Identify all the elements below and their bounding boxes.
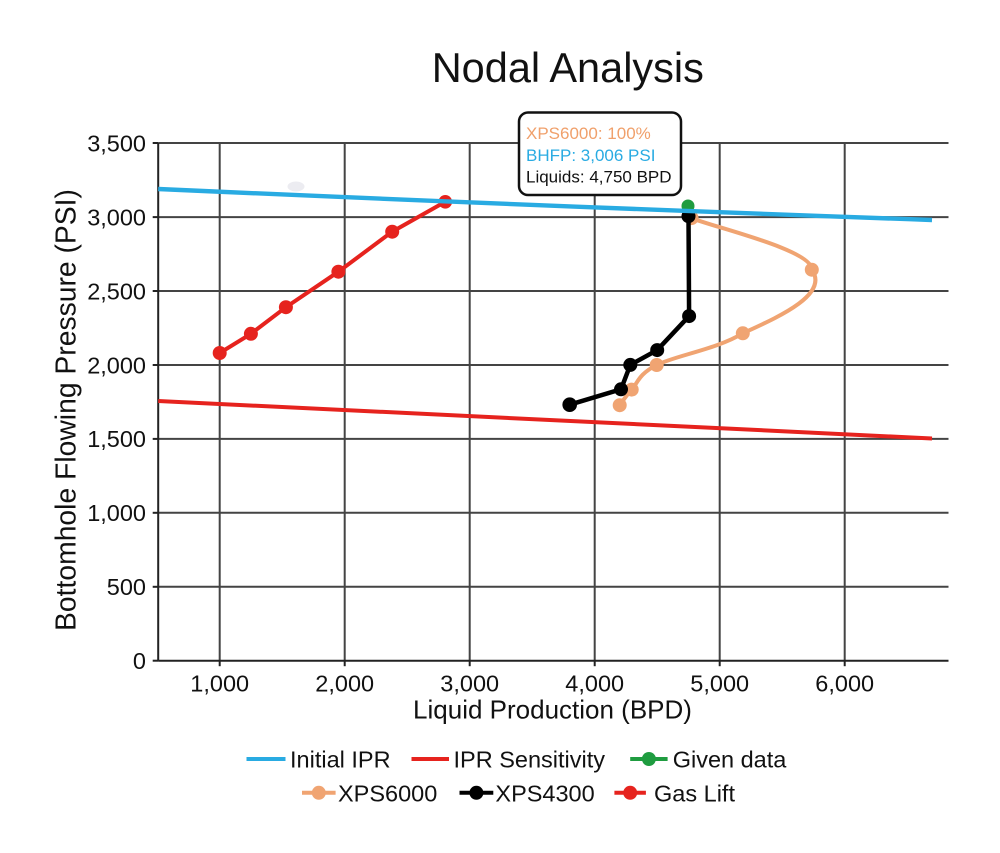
svg-text:5,000: 5,000 [690, 670, 749, 696]
svg-text:500: 500 [107, 574, 146, 600]
svg-text:Nodal Analysis: Nodal Analysis [432, 44, 704, 91]
svg-text:6,000: 6,000 [815, 670, 874, 696]
svg-text:XPS4300: XPS4300 [495, 780, 594, 806]
svg-text:2,000: 2,000 [87, 352, 146, 378]
svg-text:Liquid Production (BPD): Liquid Production (BPD) [413, 695, 692, 725]
svg-text:2,000: 2,000 [315, 670, 374, 696]
svg-text:1,000: 1,000 [190, 670, 249, 696]
svg-text:3,000: 3,000 [440, 670, 499, 696]
svg-text:0: 0 [133, 648, 146, 674]
svg-text:XPS6000: 100%: XPS6000: 100% [526, 124, 651, 143]
svg-text:3,000: 3,000 [87, 204, 146, 230]
svg-text:XPS6000: XPS6000 [338, 780, 437, 806]
svg-text:IPR Sensitivity: IPR Sensitivity [454, 747, 606, 773]
svg-text:2,500: 2,500 [87, 278, 146, 304]
svg-text:4,000: 4,000 [565, 670, 624, 696]
svg-text:Liquids: 4,750 BPD: Liquids: 4,750 BPD [526, 168, 672, 187]
svg-text:1,000: 1,000 [87, 500, 146, 526]
svg-text:Bottomhole Flowing Pressure (P: Bottomhole Flowing Pressure (PSI) [50, 189, 82, 631]
svg-text:3,500: 3,500 [87, 130, 146, 156]
svg-text:Initial IPR: Initial IPR [290, 747, 391, 773]
svg-text:Given data: Given data [673, 747, 788, 773]
svg-text:Gas Lift: Gas Lift [654, 780, 735, 806]
svg-text:1,500: 1,500 [87, 426, 146, 452]
svg-text:BHFP: 3,006 PSI: BHFP: 3,006 PSI [526, 146, 655, 165]
